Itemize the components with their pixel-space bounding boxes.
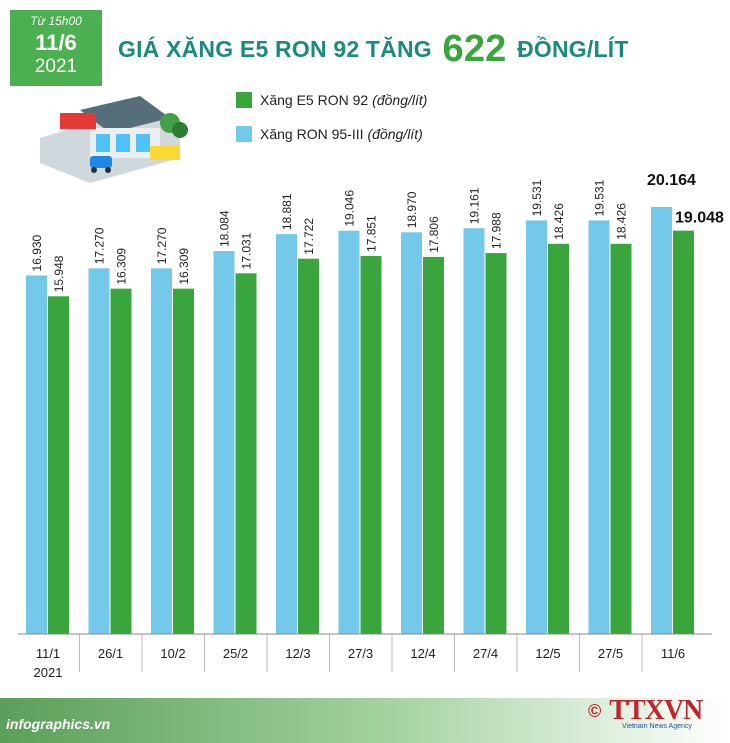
- badge-year: 2021: [34, 56, 78, 77]
- date-badge: Từ 15h00 11/6 2021: [10, 10, 102, 86]
- legend-item-e5: Xăng E5 RON 92 (đồng/lít): [236, 92, 427, 108]
- footer-bar: [0, 698, 730, 743]
- page-title: GIÁ XĂNG E5 RON 92 TĂNG 622 ĐỒNG/LÍT: [118, 28, 629, 71]
- bar-ron95-2: [151, 268, 172, 634]
- bar-e5-8: [548, 243, 569, 634]
- x-tick-label-9: 27/5: [598, 646, 623, 661]
- gas-station-illustration-icon: [40, 96, 188, 183]
- ttxvn-logo: © TTXVN Vietnam News Agency: [588, 695, 703, 730]
- bar-ron95-10: [651, 207, 672, 634]
- data-label-ron95-10: 20.164: [647, 172, 696, 189]
- data-label-e5-3: 17.031: [240, 232, 254, 269]
- brand-sub: Vietnam News Agency: [622, 723, 692, 730]
- legend-label-e5: Xăng E5 RON 92: [260, 92, 369, 108]
- x-tick-label-0: 11/1: [36, 646, 60, 661]
- data-label-ron95-0: 16.930: [30, 234, 44, 271]
- bar-ron95-7: [463, 228, 485, 635]
- footer-site: infographics.vn: [6, 716, 111, 732]
- bar-ron95-0: [26, 275, 47, 634]
- bar-e5-1: [110, 288, 132, 634]
- x-tick-label-8: 12/5: [535, 646, 560, 661]
- data-label-ron95-6: 18.970: [405, 191, 419, 228]
- bar-e5-5: [360, 255, 382, 635]
- bar-ron95-3: [213, 251, 235, 634]
- data-label-ron95-2: 17.270: [155, 227, 169, 264]
- badge-from: Từ 15h00: [30, 14, 82, 28]
- x-tick-label-2: 10/2: [160, 646, 185, 661]
- bar-e5-2: [173, 288, 194, 634]
- title-prefix: GIÁ XĂNG E5 RON 92 TĂNG: [118, 36, 432, 62]
- bar-ron95-4: [276, 234, 297, 635]
- bar-e5-7: [485, 253, 507, 634]
- data-label-e5-10: 19.048: [675, 210, 724, 227]
- title-suffix: ĐỒNG/LÍT: [517, 36, 629, 62]
- data-label-ron95-4: 18.881: [280, 193, 294, 230]
- x-tick-sublabel: 2021: [34, 665, 63, 680]
- bar-ron95-1: [88, 268, 110, 634]
- data-label-ron95-3: 18.084: [218, 210, 232, 247]
- data-label-e5-8: 18.426: [552, 203, 566, 240]
- bar-ron95-6: [401, 232, 422, 635]
- x-tick-label-6: 12/4: [410, 646, 435, 661]
- brand-name: TTXVN: [609, 695, 703, 726]
- data-label-ron95-9: 19.531: [593, 179, 607, 216]
- data-label-e5-2: 16.309: [177, 248, 191, 285]
- data-label-e5-1: 16.309: [115, 248, 129, 285]
- legend-unit-e5: (đồng/lít): [372, 92, 428, 108]
- data-label-ron95-7: 19.161: [468, 187, 482, 224]
- bar-e5-3: [235, 273, 257, 634]
- bar-ron95-8: [526, 220, 547, 634]
- legend-item-ron95: Xăng RON 95-III (đồng/lít): [236, 126, 427, 142]
- data-label-ron95-5: 19.046: [343, 190, 357, 227]
- data-label-e5-7: 17.988: [490, 212, 504, 249]
- data-label-ron95-1: 17.270: [93, 227, 107, 264]
- legend-label-ron95: Xăng RON 95-III: [260, 126, 364, 142]
- legend: Xăng E5 RON 92 (đồng/lít) Xăng RON 95-II…: [236, 92, 427, 160]
- data-label-e5-0: 15.948: [52, 255, 66, 292]
- copyright-icon: ©: [588, 700, 602, 721]
- bar-ron95-5: [338, 230, 360, 634]
- x-tick-label-4: 12/3: [285, 646, 310, 661]
- bar-e5-0: [48, 296, 69, 634]
- badge-day: 11/6: [35, 30, 77, 55]
- bar-e5-6: [423, 256, 444, 634]
- bar-e5-10: [673, 230, 694, 634]
- data-label-ron95-8: 19.531: [530, 179, 544, 216]
- title-highlight: 622: [442, 28, 507, 70]
- data-label-e5-5: 17.851: [365, 215, 379, 252]
- x-tick-label-7: 27/4: [473, 646, 498, 661]
- x-tick-label-3: 25/2: [223, 646, 248, 661]
- bar-e5-9: [610, 243, 632, 634]
- data-label-e5-6: 17.806: [427, 216, 441, 253]
- bar-ron95-9: [588, 220, 610, 634]
- x-tick-label-10: 11/6: [661, 646, 685, 661]
- bar-e5-4: [298, 258, 319, 634]
- data-label-e5-4: 17.722: [302, 218, 316, 255]
- x-tick-label-5: 27/3: [348, 646, 373, 661]
- legend-swatch-e5: [236, 92, 252, 108]
- legend-unit-ron95: (đồng/lít): [367, 126, 423, 142]
- data-label-e5-9: 18.426: [615, 203, 629, 240]
- legend-swatch-ron95: [236, 126, 252, 142]
- x-tick-label-1: 26/1: [98, 646, 123, 661]
